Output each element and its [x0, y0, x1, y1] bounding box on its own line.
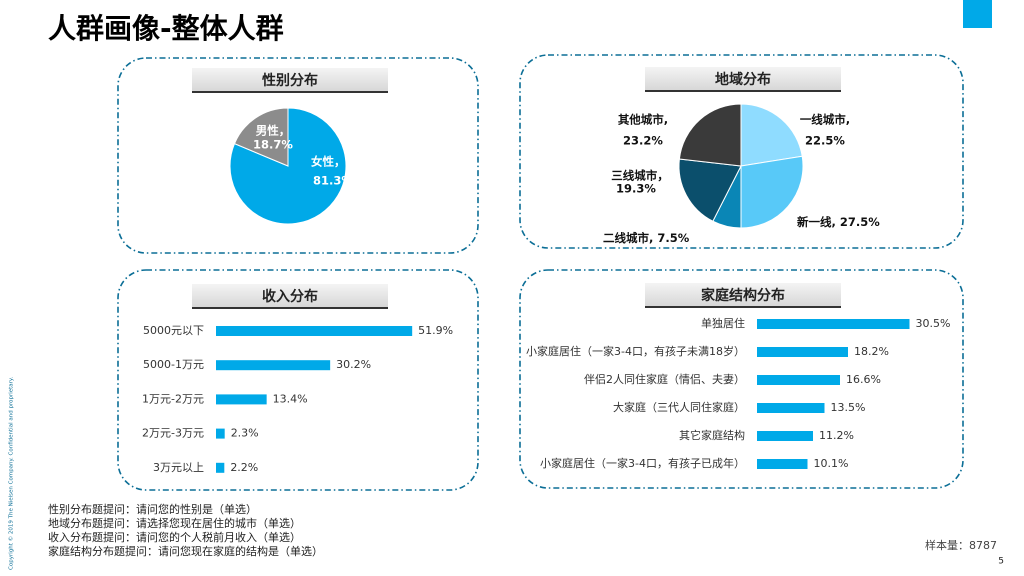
- bar-category: 小家庭居住（一家3-4口，有孩子未满18岁）: [526, 344, 745, 358]
- panels: [117, 54, 964, 491]
- bar-category: 5000元以下: [143, 324, 204, 337]
- bar: [757, 319, 910, 329]
- bar-category: 5000-1万元: [143, 358, 204, 371]
- slice-value: 22.5%: [805, 134, 845, 148]
- bar-category: 其它家庭结构: [679, 428, 745, 442]
- bar-category: 伴侣2人同住家庭（情侣、夫妻）: [584, 372, 745, 386]
- sample-size: 样本量：8787: [925, 538, 997, 552]
- slice-value: 19.3%: [616, 182, 656, 196]
- slice-category: 二线城市,: [603, 231, 653, 245]
- slice-value: 23.2%: [623, 134, 663, 148]
- bar: [216, 360, 331, 371]
- bar: [757, 375, 840, 385]
- bar-category: 大家庭（三代人同住家庭）: [613, 400, 745, 414]
- bar-value: 16.6%: [846, 373, 881, 386]
- section-title: 地域分布: [715, 71, 771, 88]
- slide-title: 人群画像-整体人群: [48, 12, 284, 45]
- pie-slice: [740, 155, 804, 229]
- slice-value: 27.5%: [840, 215, 880, 229]
- slice-value: 18.7%: [253, 138, 293, 152]
- slice-category: 三线城市，: [611, 169, 669, 183]
- slice-label: 二线城市, 7.5%: [603, 231, 690, 245]
- panel: [117, 57, 479, 254]
- bar: [216, 428, 225, 439]
- note: 性别分布题提问：请问您的性别是（单选）: [48, 502, 257, 516]
- section-header: [192, 68, 388, 92]
- pie-slice: [233, 107, 289, 167]
- panel: [117, 269, 479, 491]
- copyright: Copyright © 2019 The Nielsen Company. Co…: [8, 377, 15, 570]
- slice-label: 新一线, 27.5%: [797, 215, 880, 229]
- section-header: [645, 283, 841, 307]
- bar-category: 3万元以上: [153, 461, 204, 474]
- slice-category: 其他城市,: [618, 113, 668, 127]
- bar-category: 单独居住: [701, 316, 745, 330]
- bar: [216, 326, 413, 336]
- note: 收入分布题提问：请问您的个人税前月收入（单选）: [48, 530, 301, 544]
- section-header: [645, 67, 841, 91]
- slice-category: 男性，: [256, 124, 291, 138]
- bar: [757, 347, 848, 357]
- note: 地域分布题提问：请选择您现在居住的城市（单选）: [48, 516, 301, 530]
- corner-square: [963, 0, 992, 28]
- bar: [757, 459, 808, 469]
- slice-category: 女性，: [311, 155, 346, 169]
- slice-category: 一线城市,: [800, 113, 850, 127]
- bar-value: 51.9%: [418, 324, 453, 337]
- pie-slice: [740, 103, 803, 167]
- bar-value: 13.4%: [273, 392, 308, 405]
- bar-value: 30.2%: [336, 358, 371, 371]
- bar-category: 2万元-3万元: [142, 427, 204, 440]
- pie-slice: [678, 158, 742, 222]
- bar: [757, 403, 825, 413]
- page-number: 5: [998, 557, 1004, 567]
- slice-category: 新一线,: [797, 215, 836, 229]
- section-title: 收入分布: [262, 288, 318, 305]
- bar: [216, 462, 225, 473]
- bar-value: 13.5%: [831, 401, 866, 414]
- slice-value: 7.5%: [657, 231, 689, 245]
- bar: [216, 394, 267, 405]
- bar-value: 10.1%: [814, 457, 849, 470]
- bar-value: 11.2%: [819, 429, 854, 442]
- panel: [519, 54, 964, 249]
- panel: [519, 269, 964, 489]
- section-title: 家庭结构分布: [701, 287, 785, 304]
- bar-value: 18.2%: [854, 345, 889, 358]
- bar: [757, 431, 813, 441]
- bar-category: 小家庭居住（一家3-4口，有孩子已成年）: [540, 456, 745, 470]
- bar-value: 2.2%: [230, 461, 258, 474]
- bar-value: 2.3%: [231, 427, 259, 440]
- section-title: 性别分布: [262, 72, 318, 89]
- section-header: [192, 284, 388, 308]
- bar-category: 1万元-2万元: [142, 392, 204, 405]
- bar-value: 30.5%: [916, 317, 951, 330]
- pie-slice: [678, 103, 742, 167]
- note: 家庭结构分布题提问：请问您现在家庭的结构是（单选）: [48, 544, 323, 558]
- slice-value: 81.3%: [313, 174, 353, 188]
